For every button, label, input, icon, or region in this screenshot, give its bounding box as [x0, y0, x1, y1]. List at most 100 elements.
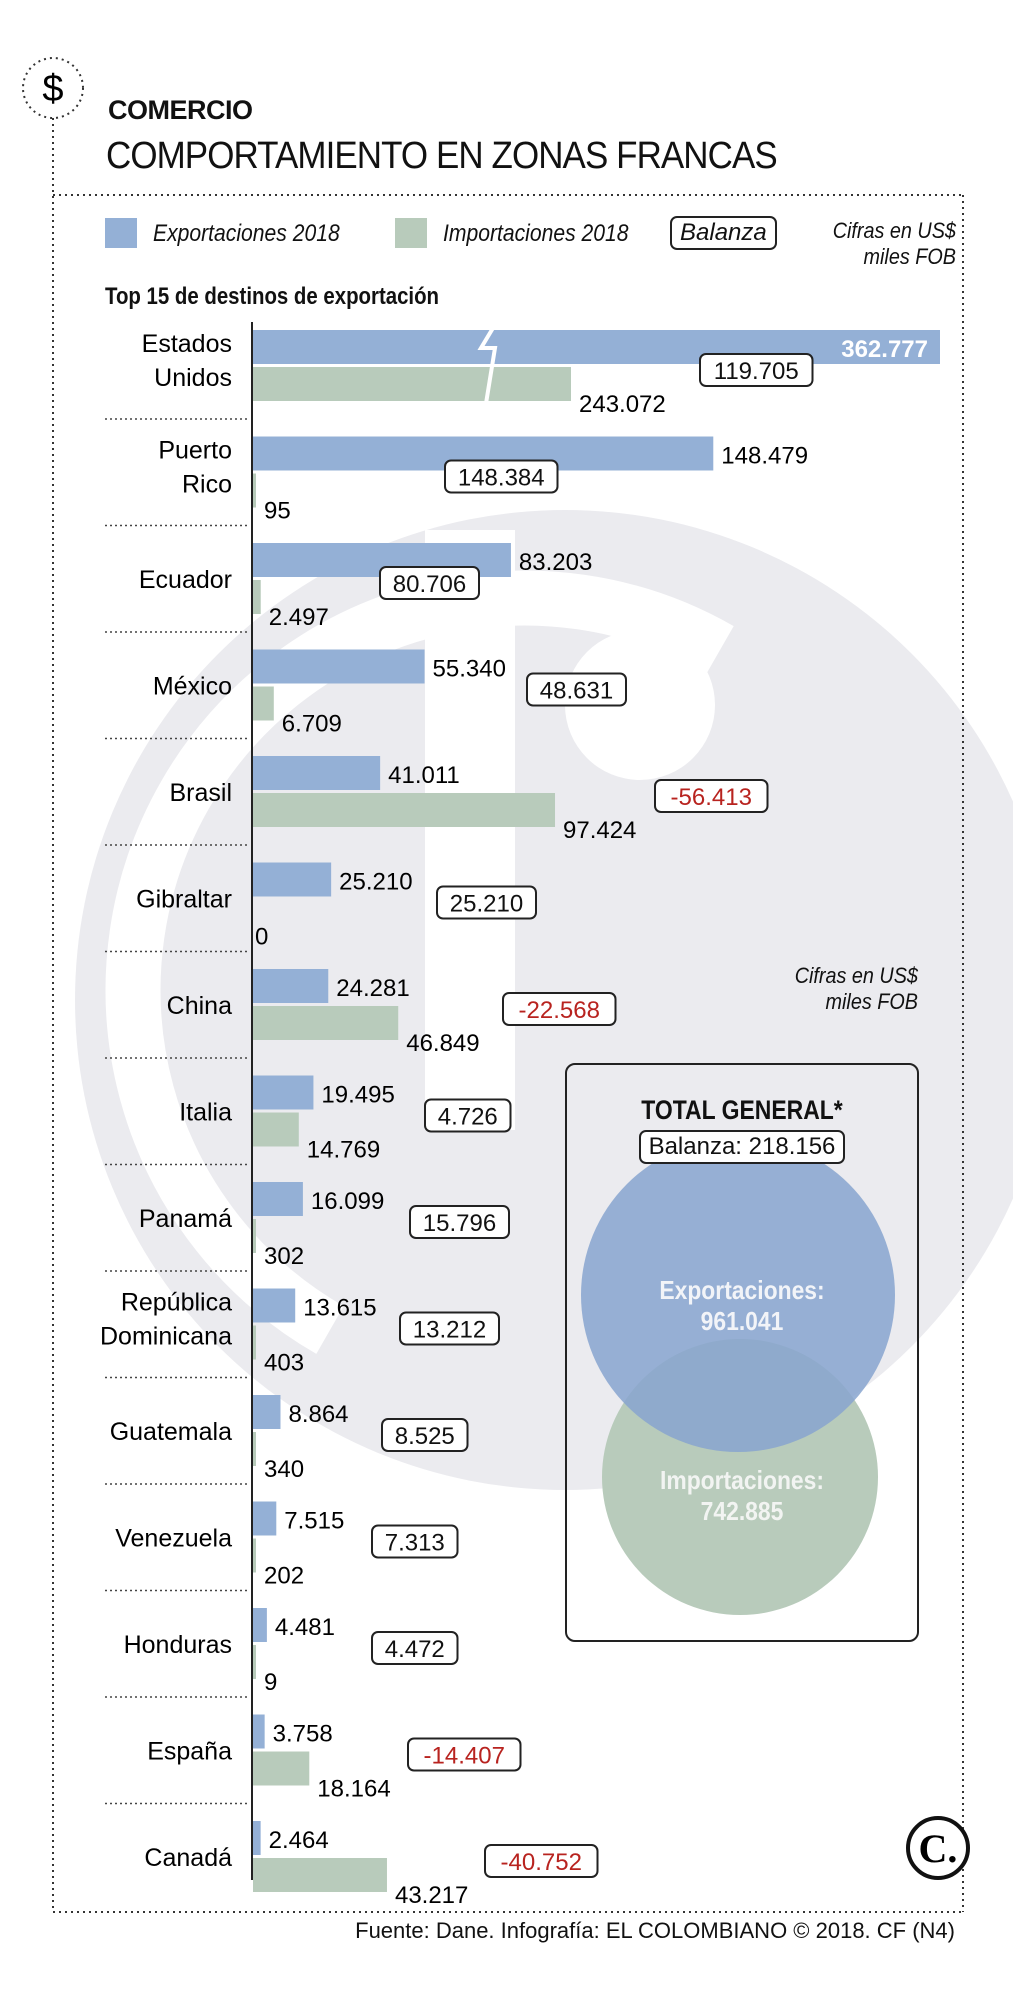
export-bar	[253, 1075, 314, 1110]
import-value-label: 14.769	[307, 1137, 380, 1164]
dollar-icon: $	[42, 68, 63, 110]
import-value-label: 302	[264, 1243, 304, 1270]
category-label: España	[147, 1738, 232, 1766]
import-value-label: 46.849	[406, 1030, 479, 1057]
import-value-label: 9	[264, 1669, 277, 1696]
export-value-label: 24.281	[336, 975, 409, 1002]
section-kicker: COMERCIO	[108, 95, 253, 125]
chart-subtitle: Top 15 de destinos de exportación	[105, 283, 440, 310]
total-units: Cifras en US$ miles FOB	[795, 963, 918, 1015]
import-value-label: 403	[264, 1350, 304, 1377]
export-bar	[253, 756, 381, 790]
dotted-frame	[22, 57, 964, 1913]
balance-box	[409, 1205, 510, 1239]
category-label: Italia	[179, 1099, 232, 1127]
total-venn	[581, 1138, 895, 1615]
export-bar	[253, 1501, 277, 1536]
export-bar	[253, 1395, 281, 1429]
export-value-label: 83.203	[519, 549, 592, 576]
balance-box	[371, 1524, 459, 1559]
balance-box	[444, 459, 559, 494]
import-value-label: 340	[264, 1456, 304, 1483]
units-line: miles FOB	[863, 244, 956, 269]
export-bar	[253, 1182, 303, 1216]
balance-value-label: -22.568	[519, 997, 600, 1024]
balance-value-label: 25.210	[450, 891, 523, 918]
export-value-label: 16.099	[311, 1188, 384, 1215]
balance-box	[526, 672, 627, 707]
total-imports-value: 742.885	[700, 1496, 784, 1526]
import-bar	[253, 367, 571, 401]
import-value-label: 2.497	[269, 604, 329, 631]
balance-value-label: 80.706	[393, 571, 466, 598]
balance-box	[424, 1098, 512, 1133]
legend-exports-swatch	[105, 218, 137, 248]
export-value-label: 148.479	[721, 443, 808, 470]
units-line: miles FOB	[825, 989, 918, 1014]
export-value-label: 7.515	[284, 1508, 344, 1535]
balance-value-label: 4.472	[385, 1636, 445, 1663]
import-value-label: 97.424	[563, 817, 636, 844]
category-label: Gibraltar	[136, 886, 232, 914]
balance-value-label: 8.525	[395, 1423, 455, 1450]
export-bar	[253, 649, 425, 684]
category-label: Rico	[182, 471, 232, 499]
balance-value-label: 48.631	[540, 678, 613, 705]
source-credit: Fuente: Dane. Infografía: EL COLOMBIANO …	[355, 1918, 955, 1943]
balance-value-label: -40.752	[501, 1849, 582, 1876]
legend-units: Cifras en US$ miles FOB	[833, 218, 956, 270]
export-bar	[253, 969, 329, 1003]
balance-value-label: 13.212	[413, 1317, 486, 1344]
legend-balance-box: Balanza	[670, 216, 777, 250]
legend-imports-label: Importaciones 2018	[443, 220, 629, 247]
import-value-label: 6.709	[282, 711, 342, 738]
import-bar	[253, 1325, 256, 1360]
import-bar	[253, 1858, 387, 1892]
balance-value-label: 148.384	[458, 465, 545, 492]
total-exports: Exportaciones: 961.041	[588, 1275, 896, 1337]
category-label: Estados	[142, 330, 232, 358]
export-value-label: 13.615	[303, 1295, 376, 1322]
balance-box	[371, 1631, 459, 1665]
category-label: Ecuador	[139, 566, 232, 594]
export-value-label: 25.210	[339, 869, 412, 896]
export-bar	[253, 1608, 267, 1642]
import-value-label: 243.072	[579, 391, 666, 418]
import-bar	[253, 580, 261, 614]
import-bar	[253, 1645, 256, 1679]
import-value-label: 0	[255, 924, 268, 951]
balance-box	[399, 1311, 500, 1346]
legend-exports-label: Exportaciones 2018	[153, 220, 340, 247]
import-bar	[253, 1006, 399, 1040]
import-bar	[253, 686, 274, 721]
legend-imports-swatch	[395, 218, 427, 248]
balance-value-label: 7.313	[385, 1530, 445, 1557]
import-value-label: 202	[264, 1563, 304, 1590]
import-value-label: 18.164	[317, 1776, 390, 1803]
category-label: Guatemala	[110, 1418, 232, 1446]
export-value-label: 362.777	[841, 336, 928, 363]
balance-box	[381, 1418, 469, 1452]
category-label: Panamá	[139, 1205, 232, 1233]
units-line: Cifras en US$	[794, 963, 918, 988]
colombiano-logo: C.	[906, 1816, 970, 1880]
units-line: Cifras en US$	[832, 218, 956, 243]
export-value-label: 19.495	[321, 1082, 394, 1109]
export-value-label: 55.340	[433, 656, 506, 683]
balance-box	[654, 779, 769, 813]
category-label: China	[167, 992, 232, 1020]
import-bar	[253, 1432, 256, 1466]
category-label: Unidos	[154, 364, 232, 392]
balance-value-label: -56.413	[671, 784, 752, 811]
category-label: República	[121, 1289, 232, 1317]
page-title: COMPORTAMIENTO EN ZONAS FRANCAS	[106, 135, 778, 177]
axis-break-icon	[477, 326, 498, 423]
category-label: Brasil	[169, 779, 232, 807]
balance-box	[484, 1844, 599, 1878]
import-bar	[253, 1112, 299, 1147]
balance-box	[502, 992, 617, 1026]
total-imports: Importaciones: 742.885	[588, 1465, 896, 1527]
import-value-label: 43.217	[395, 1882, 468, 1909]
import-bar	[253, 1538, 256, 1573]
